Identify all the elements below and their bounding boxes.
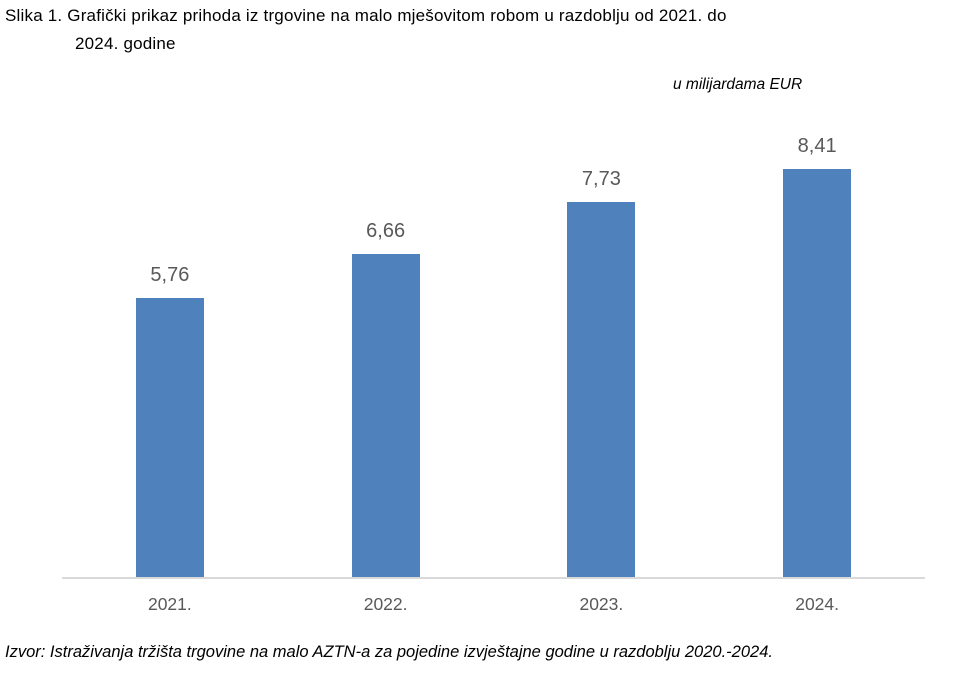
source-note: Izvor: Istraživanja tržišta trgovine na … (5, 643, 773, 661)
figure-caption-line-2: 2024. godine (75, 34, 176, 53)
bar-value-label-2021: 5,76 (150, 264, 190, 286)
bar-group-2024: 8,41 (709, 135, 925, 577)
x-axis-label-2023: 2023. (579, 594, 624, 614)
bar-group-2022: 6,66 (278, 220, 494, 577)
figure-caption-line-1: Slika 1. Grafički prikaz prihoda iz trgo… (5, 6, 727, 25)
figure-caption: Slika 1. Grafički prikaz prihoda iz trgo… (5, 2, 727, 58)
bar-chart: 5,76 6,66 7,73 8,41 2021. 2022. 2023. 20… (62, 108, 925, 615)
bar-2024 (783, 169, 852, 577)
x-axis-label-2022: 2022. (363, 594, 408, 614)
x-axis-label-2021: 2021. (147, 594, 192, 614)
bar-value-label-2024: 8,41 (797, 135, 837, 157)
bar-2021 (135, 298, 204, 577)
bars-row: 5,76 6,66 7,73 8,41 (62, 108, 925, 577)
bar-group-2021: 5,76 (62, 264, 278, 577)
unit-label: u milijardama EUR (673, 76, 803, 93)
bar-2022 (351, 254, 420, 577)
bar-value-label-2022: 6,66 (366, 220, 406, 242)
bar-value-label-2023: 7,73 (581, 168, 621, 190)
bar-2023 (567, 202, 636, 577)
x-axis-labels: 2021. 2022. 2023. 2024. (62, 594, 925, 615)
bar-group-2023: 7,73 (494, 168, 710, 577)
x-axis-line (62, 577, 925, 579)
x-axis-label-2024: 2024. (795, 594, 840, 614)
